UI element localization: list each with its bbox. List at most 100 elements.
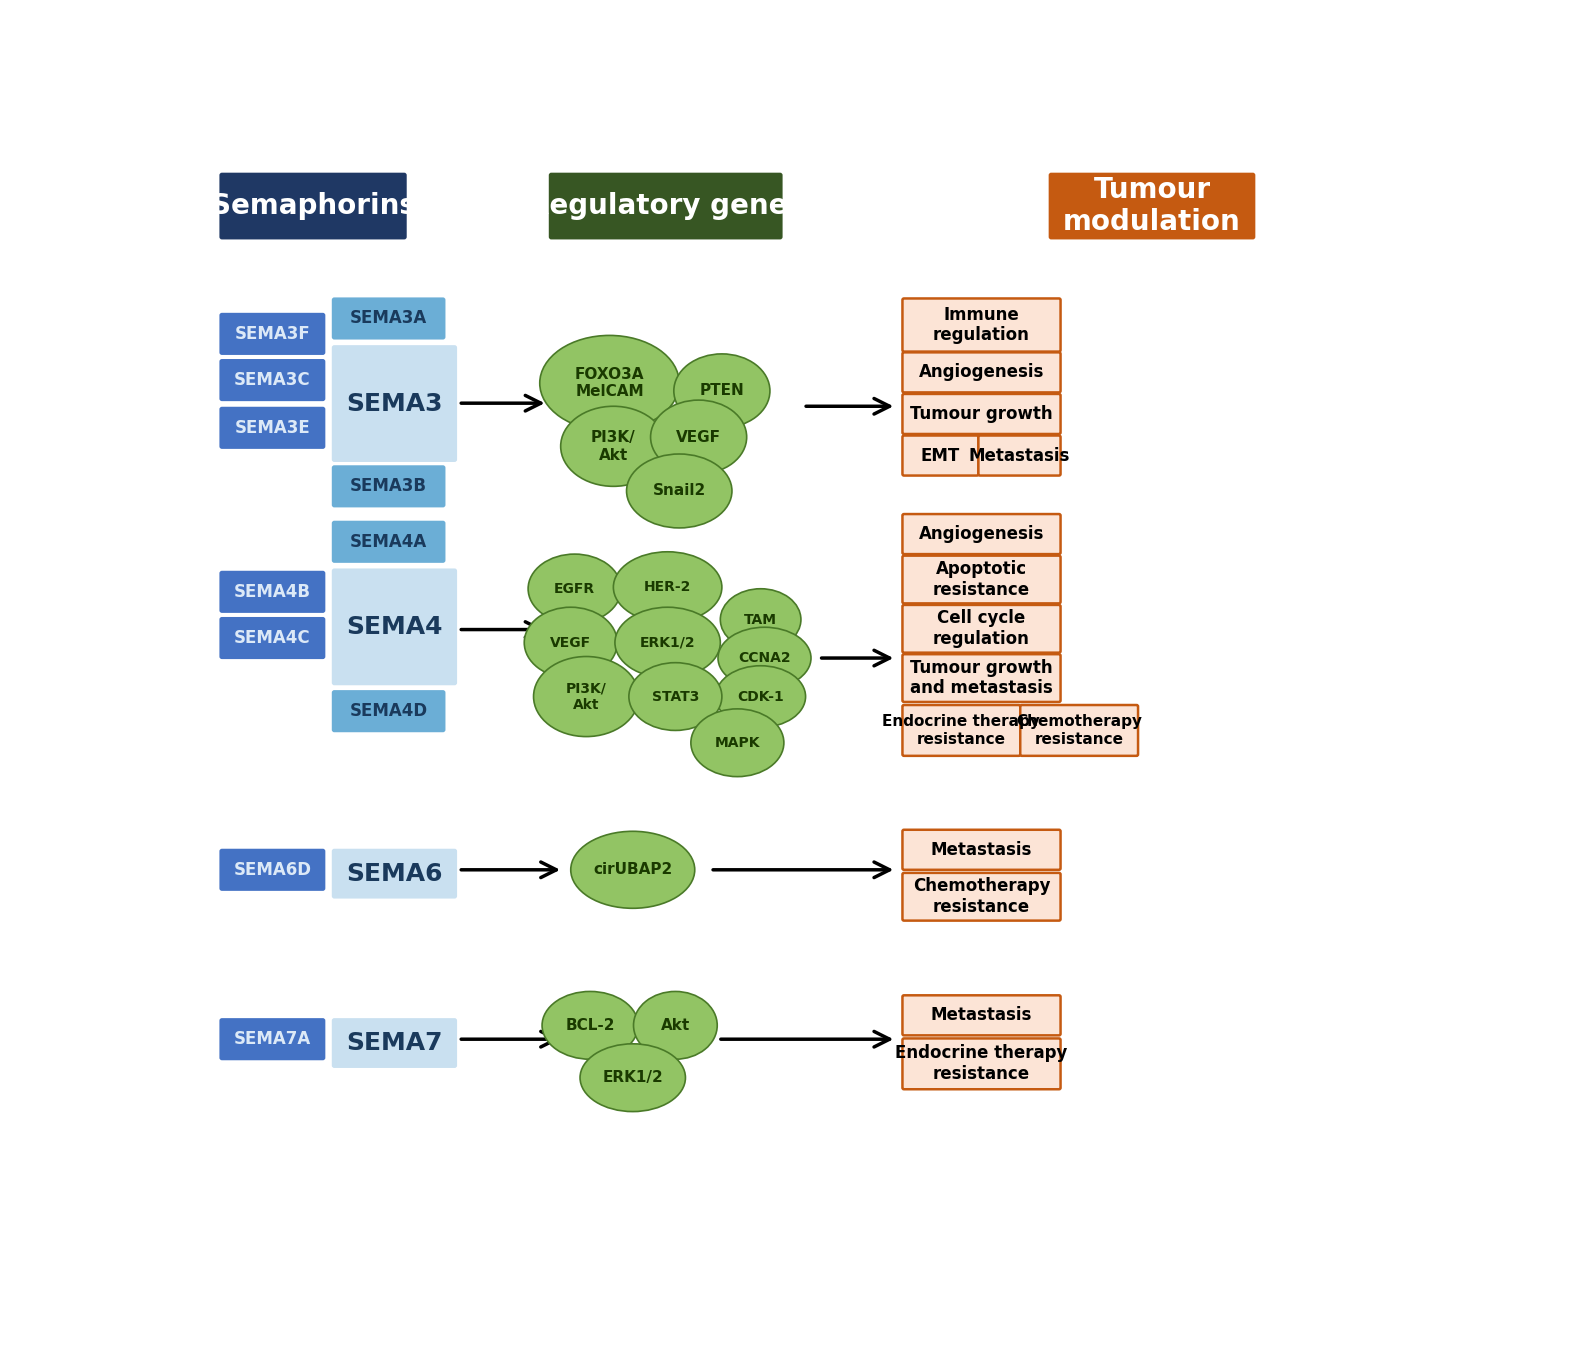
Text: STAT3: STAT3 [652,690,700,703]
FancyBboxPatch shape [332,346,456,461]
FancyBboxPatch shape [332,522,445,562]
FancyBboxPatch shape [332,850,456,897]
Ellipse shape [614,551,722,623]
Text: ERK1/2: ERK1/2 [639,636,695,650]
Ellipse shape [580,1044,685,1111]
Text: PI3K/
Akt: PI3K/ Akt [591,430,636,463]
Text: EMT: EMT [921,447,960,464]
Text: Endocrine therapy
resistance: Endocrine therapy resistance [882,714,1040,746]
Text: SEMA6: SEMA6 [347,862,442,885]
FancyBboxPatch shape [903,299,1061,351]
Ellipse shape [633,991,717,1060]
FancyBboxPatch shape [903,555,1061,604]
Text: Tumour growth
and metastasis: Tumour growth and metastasis [909,659,1053,698]
Text: BCL-2: BCL-2 [566,1018,615,1033]
Ellipse shape [720,589,801,651]
FancyBboxPatch shape [332,691,445,732]
Ellipse shape [674,354,770,428]
Text: SEMA7: SEMA7 [347,1032,442,1054]
Text: Endocrine therapy
resistance: Endocrine therapy resistance [895,1045,1068,1083]
Text: SEMA3: SEMA3 [347,391,442,416]
FancyBboxPatch shape [903,1038,1061,1089]
Ellipse shape [615,607,720,678]
Ellipse shape [626,455,731,529]
FancyBboxPatch shape [550,174,782,238]
FancyBboxPatch shape [903,352,1061,393]
Text: Akt: Akt [661,1018,690,1033]
Ellipse shape [719,627,811,689]
Text: CCNA2: CCNA2 [738,651,790,664]
Text: Chemotherapy
resistance: Chemotherapy resistance [913,877,1051,916]
Ellipse shape [716,666,806,728]
Text: ERK1/2: ERK1/2 [603,1071,663,1085]
Text: Tumour growth: Tumour growth [909,405,1053,422]
Text: SEMA4C: SEMA4C [234,629,310,647]
Text: SEMA3B: SEMA3B [350,477,428,495]
FancyBboxPatch shape [332,569,456,685]
FancyBboxPatch shape [903,705,1021,756]
Text: Apoptotic
resistance: Apoptotic resistance [933,560,1030,599]
FancyBboxPatch shape [903,830,1061,870]
FancyBboxPatch shape [332,1020,456,1067]
FancyBboxPatch shape [221,360,324,399]
Text: Semaphorins: Semaphorins [210,192,415,221]
FancyBboxPatch shape [221,850,324,890]
Text: VEGF: VEGF [550,636,591,650]
FancyBboxPatch shape [221,313,324,354]
Text: SEMA3E: SEMA3E [234,418,310,437]
Text: cirUBAP2: cirUBAP2 [593,862,673,877]
Text: SEMA4D: SEMA4D [350,702,428,720]
Text: FOXO3A
MelCAM: FOXO3A MelCAM [574,367,644,399]
Ellipse shape [692,709,784,776]
Ellipse shape [542,991,638,1060]
Ellipse shape [650,399,747,473]
Text: Metastasis: Metastasis [930,841,1032,858]
Text: Metastasis: Metastasis [968,447,1070,464]
Ellipse shape [525,607,617,678]
Text: MAPK: MAPK [714,736,760,749]
Text: Regulatory genes: Regulatory genes [528,192,803,221]
FancyBboxPatch shape [221,1020,324,1060]
Text: Cell cycle
regulation: Cell cycle regulation [933,609,1030,648]
Ellipse shape [571,831,695,908]
FancyBboxPatch shape [903,873,1061,920]
Text: SEMA7A: SEMA7A [234,1030,312,1048]
Text: SEMA6D: SEMA6D [234,861,312,878]
Text: HER-2: HER-2 [644,580,692,594]
Ellipse shape [630,663,722,730]
FancyBboxPatch shape [903,654,1061,702]
Text: Angiogenesis: Angiogenesis [919,363,1045,382]
FancyBboxPatch shape [332,299,445,339]
FancyBboxPatch shape [903,394,1061,434]
FancyBboxPatch shape [221,174,405,238]
Text: VEGF: VEGF [676,429,722,445]
Text: PTEN: PTEN [700,383,744,398]
Text: SEMA4: SEMA4 [347,615,442,639]
FancyBboxPatch shape [903,995,1061,1036]
Text: Tumour
modulation: Tumour modulation [1064,176,1240,237]
Text: Angiogenesis: Angiogenesis [919,525,1045,543]
Text: Chemotherapy
resistance: Chemotherapy resistance [1016,714,1142,746]
Ellipse shape [528,554,622,623]
Text: SEMA4B: SEMA4B [234,582,312,601]
FancyBboxPatch shape [1021,705,1138,756]
FancyBboxPatch shape [903,436,978,476]
Text: SEMA4A: SEMA4A [350,533,428,551]
FancyBboxPatch shape [903,605,1061,652]
Text: CDK-1: CDK-1 [738,690,784,703]
FancyBboxPatch shape [221,572,324,612]
FancyBboxPatch shape [903,514,1061,554]
FancyBboxPatch shape [221,408,324,448]
FancyBboxPatch shape [221,617,324,658]
Text: Snail2: Snail2 [652,483,706,499]
Text: SEMA3C: SEMA3C [234,371,310,389]
Text: EGFR: EGFR [553,582,595,596]
Text: Metastasis: Metastasis [930,1006,1032,1025]
Text: SEMA3F: SEMA3F [234,325,310,343]
Ellipse shape [534,656,639,737]
Text: Immune
regulation: Immune regulation [933,305,1030,344]
Ellipse shape [561,406,666,487]
FancyBboxPatch shape [978,436,1061,476]
Text: TAM: TAM [744,612,778,627]
Ellipse shape [539,335,679,430]
